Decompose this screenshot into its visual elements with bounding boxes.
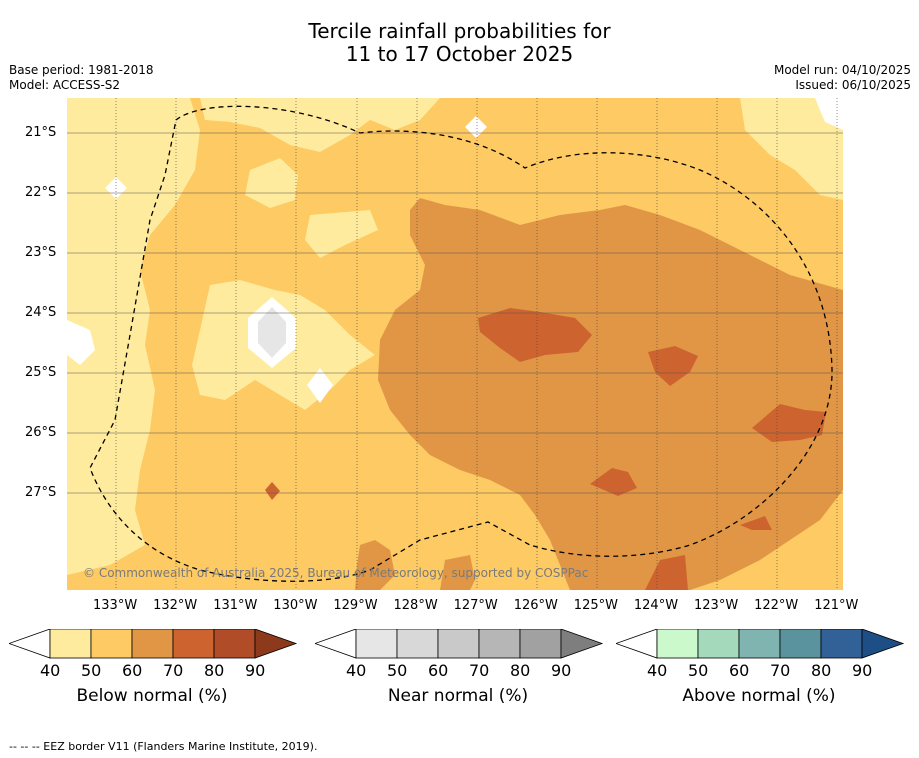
white-region-left	[67, 320, 95, 365]
prob-70-80-region-2	[648, 346, 698, 386]
colorbar-tick: 50	[81, 661, 102, 680]
colorbar-segment	[697, 629, 740, 659]
graticule	[115, 98, 838, 590]
colorbar-label: Above normal (%)	[682, 686, 836, 706]
colorbar-tick: 40	[647, 661, 668, 680]
prob-40-50-region-topright	[740, 98, 843, 200]
colorbar-tick: 90	[852, 661, 873, 680]
longitude-label: 125°W	[573, 598, 618, 613]
latitude-label: 23°S	[25, 245, 57, 260]
colorbar-segment	[131, 629, 174, 659]
latitude-label: 26°S	[25, 425, 57, 440]
longitude-label: 124°W	[633, 598, 679, 613]
colorbar-extend-low	[616, 629, 658, 659]
longitude-label: 122°W	[754, 598, 799, 613]
colorbar-segment	[213, 629, 256, 659]
colorbar-tick: 80	[204, 661, 225, 680]
longitude-label: 128°W	[393, 598, 438, 613]
prob-70-80-region-4	[590, 468, 637, 496]
longitude-label: 132°W	[153, 598, 198, 613]
issued-date: Issued: 06/10/2025	[795, 78, 911, 92]
colorbar-tick: 60	[122, 661, 143, 680]
colorbar-segment	[519, 629, 562, 659]
colorbar-tick: 40	[40, 661, 61, 680]
colorbar-tick: 80	[811, 661, 832, 680]
prob-40-50-region-blob1	[245, 158, 298, 208]
colorbar-extend-low	[315, 629, 357, 659]
colorbar-segment	[172, 629, 215, 659]
white-diamond-2	[465, 116, 487, 138]
longitude-label: 131°W	[213, 598, 258, 613]
longitude-label: 126°W	[513, 598, 558, 613]
longitude-label: 123°W	[694, 598, 739, 613]
longitude-label: 129°W	[333, 598, 378, 613]
title-line-1: Tercile rainfall probabilities for	[308, 19, 611, 43]
colorbar-extend-high	[254, 629, 298, 659]
longitude-label: 121°W	[814, 598, 859, 613]
colorbar-tick: 60	[428, 661, 449, 680]
colorbar-tick: 70	[469, 661, 490, 680]
prob-40-50-region-blob2	[305, 210, 378, 258]
colorbar-label: Below normal (%)	[76, 686, 228, 706]
eez-border	[89, 105, 833, 582]
colorbar-segment	[49, 629, 92, 659]
colorbar-segment	[355, 629, 398, 659]
latitude-label: 24°S	[25, 305, 57, 320]
base-period: Base period: 1981-2018	[9, 63, 154, 77]
latitude-label: 25°S	[25, 365, 57, 380]
colorbar-segment	[478, 629, 521, 659]
colorbar-segment	[90, 629, 133, 659]
white-region-topright	[815, 98, 843, 130]
colorbar-tick: 90	[245, 661, 266, 680]
prob-70-80-region-1	[478, 308, 592, 362]
latitude-label: 21°S	[25, 125, 57, 140]
colorbar-extend-high	[560, 629, 604, 659]
colorbar-segment	[779, 629, 822, 659]
prob-60-70-region	[378, 198, 843, 590]
latitude-lines	[67, 132, 843, 494]
latitude-label: 22°S	[25, 185, 57, 200]
colorbar-extend-high	[861, 629, 905, 659]
white-diamond-3	[307, 368, 333, 403]
colorbar-tick: 80	[510, 661, 531, 680]
colorbar-extend-low	[9, 629, 51, 659]
eez-footer: -- -- -- EEZ border V11 (Flanders Marine…	[9, 740, 318, 753]
prob-40-50-region-west	[67, 98, 200, 575]
prob-40-50-region-top	[200, 98, 440, 152]
colorbar-1	[315, 629, 604, 659]
latitude-label: 27°S	[25, 485, 57, 500]
colorbar-tick: 70	[163, 661, 184, 680]
colorbar-segment	[738, 629, 781, 659]
colorbar-tick: 70	[770, 661, 791, 680]
longitude-label: 127°W	[453, 598, 498, 613]
colorbar-tick: 60	[729, 661, 750, 680]
prob-70-80-region-3	[752, 404, 826, 442]
model-name: Model: ACCESS-S2	[9, 78, 121, 92]
colorbar-0	[9, 629, 298, 659]
colorbar-label: Near normal (%)	[387, 686, 529, 706]
colorbar-2	[616, 629, 905, 659]
colorbar-tick: 50	[387, 661, 408, 680]
model-run: Model run: 04/10/2025	[773, 63, 911, 77]
map-credit: © Commonwealth of Australia 2025, Bureau…	[83, 566, 588, 580]
colorbar-tick: 90	[551, 661, 572, 680]
colorbar-segment	[396, 629, 439, 659]
longitude-label: 130°W	[273, 598, 318, 613]
colorbar-segment	[820, 629, 863, 659]
title-line-2: 11 to 17 October 2025	[345, 42, 574, 66]
colorbar-segment	[656, 629, 699, 659]
colorbar-tick: 40	[346, 661, 367, 680]
longitude-label: 133°W	[93, 598, 138, 613]
colorbar-tick: 50	[688, 661, 709, 680]
colorbar-segment	[437, 629, 480, 659]
